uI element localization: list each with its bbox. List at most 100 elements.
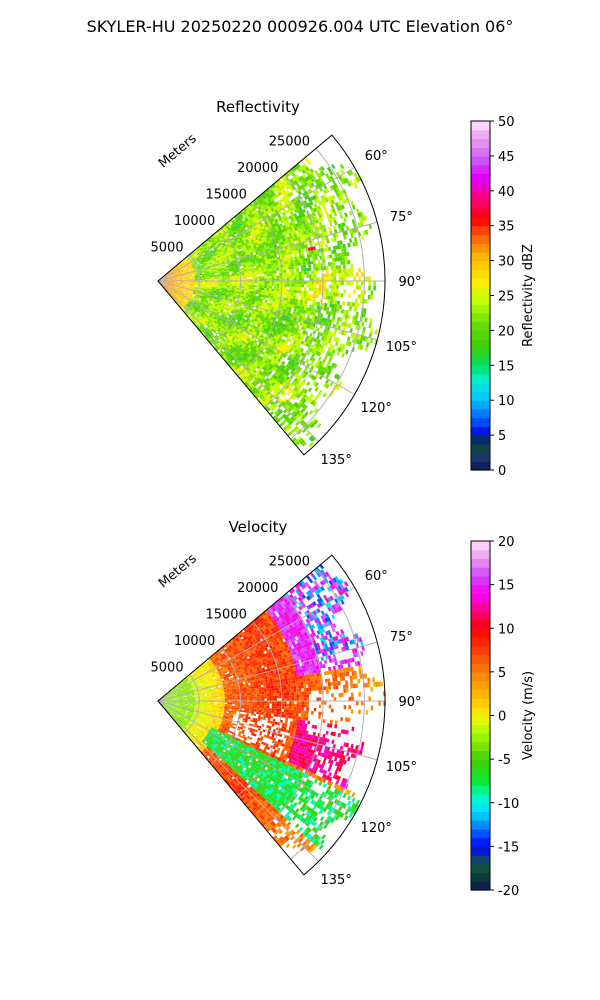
reflectivity-gate (169, 270, 172, 273)
reflectivity-gate (171, 273, 174, 275)
reflectivity-gate (351, 272, 354, 277)
reflectivity-gate (241, 231, 245, 235)
reflectivity-gate (330, 296, 334, 301)
reflectivity-gate (247, 217, 251, 221)
reflectivity-gate (285, 181, 290, 186)
reflectivity-gate (296, 271, 299, 275)
reflectivity-gate (297, 262, 301, 266)
reflectivity-gate (240, 216, 244, 220)
reflectivity-gate (233, 219, 237, 223)
reflectivity-gate (166, 275, 170, 277)
reflectivity-gate (207, 246, 211, 250)
reflectivity-gate (176, 272, 179, 274)
reflectivity-gate (211, 259, 214, 262)
reflectivity-gate (192, 255, 196, 258)
reflectivity-gate (228, 220, 232, 224)
reflectivity-gate (300, 180, 305, 185)
reflectivity-gate (167, 272, 170, 274)
reflectivity-gate (167, 276, 170, 278)
reflectivity-gate (238, 226, 242, 230)
reflectivity-gate (251, 274, 255, 277)
reflectivity-gate (244, 275, 248, 278)
reflectivity-gate (227, 223, 231, 227)
reflectivity-gate (262, 259, 266, 263)
reflectivity-gate (249, 285, 252, 288)
reflectivity-gate (244, 213, 248, 217)
reflectivity-gate (217, 275, 220, 278)
reflectivity-gate (210, 258, 214, 261)
reflectivity-gate (313, 203, 318, 208)
reflectivity-gate (264, 283, 267, 286)
reflectivity-gate (165, 273, 168, 276)
reflectivity-gate (267, 261, 271, 264)
reflectivity-gate (288, 289, 292, 293)
reflectivity-gate (311, 270, 314, 275)
reflectivity-gate (205, 277, 208, 279)
reflectivity-gate (209, 261, 212, 264)
reflectivity-gate (260, 296, 264, 300)
reflectivity-gate (277, 183, 282, 188)
reflectivity-gate (239, 237, 243, 241)
reflectivity-gate (338, 273, 342, 278)
reflectivity-gate (329, 170, 334, 176)
reflectivity-gate (237, 212, 241, 216)
reflectivity-gate (258, 198, 263, 203)
reflectivity-gate (326, 288, 329, 293)
reflectivity-gate (191, 264, 195, 266)
reflectivity-gate (215, 245, 218, 248)
reflectivity-gate (283, 292, 287, 295)
reflectivity-gate (359, 298, 363, 304)
reflectivity-gate (179, 267, 183, 270)
reflectivity-gate (235, 235, 239, 239)
reflectivity-gate (254, 274, 257, 277)
reflectivity-gate (276, 218, 281, 222)
reflectivity-gate (275, 201, 280, 206)
reflectivity-gate (220, 239, 224, 243)
reflectivity-gate (335, 192, 340, 198)
reflectivity-gate (306, 175, 311, 181)
reflectivity-gate (214, 275, 218, 278)
reflectivity-gate (219, 287, 222, 290)
reflectivity-gate (295, 174, 300, 179)
reflectivity-gate (293, 289, 297, 294)
reflectivity-gate (285, 263, 289, 267)
reflectivity-gate (313, 263, 316, 268)
reflectivity-gate (310, 173, 315, 178)
reflectivity-gate (343, 272, 347, 277)
reflectivity-gate (251, 233, 255, 237)
reflectivity-gate (261, 292, 264, 295)
reflectivity-gate (234, 228, 238, 232)
reflectivity-gate (220, 257, 224, 260)
reflectivity-gate (222, 275, 225, 277)
reflectivity-gate (176, 273, 180, 275)
reflectivity-gate (204, 246, 208, 250)
reflectivity-gate (353, 276, 357, 281)
reflectivity-gate (255, 237, 259, 241)
reflectivity-gate (203, 250, 207, 253)
reflectivity-gate (258, 294, 262, 297)
reflectivity-gate (232, 274, 235, 277)
reflectivity-gate (196, 248, 200, 251)
reflectivity-gate (222, 273, 225, 276)
reflectivity-gate (201, 251, 205, 254)
reflectivity-gate (164, 277, 168, 279)
reflectivity-gate (235, 246, 239, 249)
reflectivity-gate (298, 218, 303, 223)
reflectivity-gate (237, 282, 240, 285)
reflectivity-gate (318, 291, 322, 296)
reflectivity-title: Reflectivity (216, 98, 300, 116)
reflectivity-gate (295, 259, 298, 263)
reflectivity-gate (273, 288, 277, 292)
reflectivity-gate (222, 286, 225, 289)
reflectivity-gate (265, 208, 269, 212)
reflectivity-gate (251, 266, 254, 269)
reflectivity-gate (272, 298, 276, 302)
reflectivity-gate (213, 242, 217, 246)
reflectivity-gate (189, 265, 192, 267)
reflectivity-gate (266, 271, 270, 274)
reflectivity-gate (281, 197, 286, 202)
reflectivity-gate (205, 243, 208, 246)
reflectivity-gate (214, 274, 218, 276)
reflectivity-gate (317, 218, 321, 223)
reflectivity-gate (296, 268, 299, 272)
